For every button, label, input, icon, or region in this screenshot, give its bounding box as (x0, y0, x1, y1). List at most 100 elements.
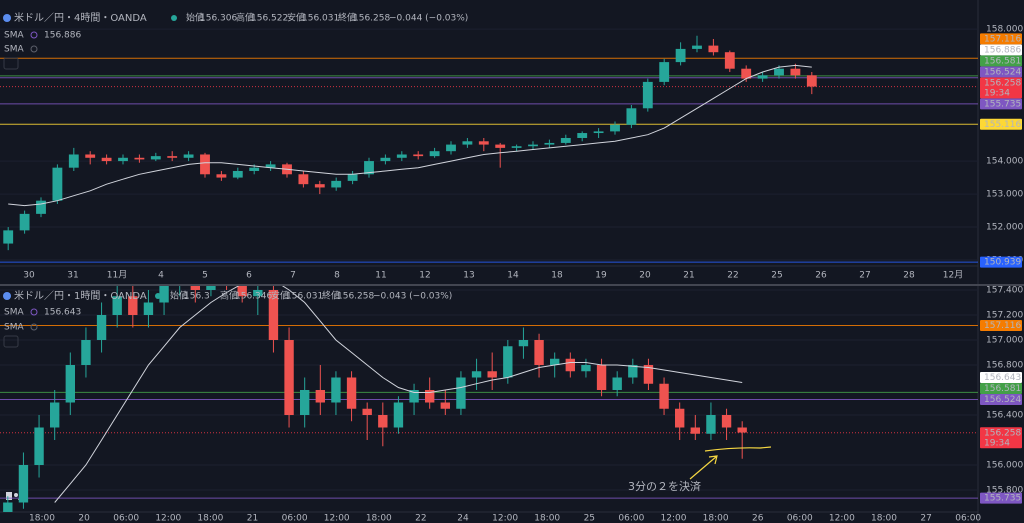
x-tick-label: 11 (375, 271, 386, 281)
y-tick-label: 153.000 (986, 190, 1023, 200)
y-tick-label: 158.000 (986, 25, 1023, 35)
price-label: 157.116 (984, 34, 1021, 44)
candle-body (237, 286, 247, 297)
candle-body (593, 131, 604, 134)
candle-body (721, 415, 732, 428)
candle-body (393, 402, 404, 428)
x-tick-label: 25 (771, 271, 782, 281)
candle-body (128, 296, 138, 315)
price-label: 156.524 (984, 395, 1021, 405)
price-label-bg (980, 118, 1022, 130)
candle-body (249, 167, 260, 171)
candle-body (675, 408, 685, 428)
indicator-name: SMA (4, 308, 24, 318)
price-label: 156.524 (984, 67, 1021, 77)
candle-body (298, 174, 309, 185)
candle-body (790, 68, 801, 76)
candle-body (19, 213, 30, 231)
header-high: 156.346 (235, 292, 272, 302)
x-tick-label: 12:00 (155, 514, 181, 523)
candle-body (724, 52, 735, 69)
y-tick-label: 156.400 (986, 411, 1023, 421)
candle-body (690, 427, 700, 434)
candle-body (806, 75, 817, 87)
price-label-bg (980, 427, 1022, 449)
candle-body (675, 48, 686, 63)
header-low: 156.031 (286, 292, 323, 302)
candle-body (708, 45, 719, 53)
candle-body (610, 124, 620, 132)
header-open-label: 始値 (170, 290, 188, 302)
x-tick-label: 12:00 (829, 514, 855, 523)
candle-body (596, 365, 607, 390)
y-tick-label: 157.000 (986, 336, 1023, 346)
candle-body (560, 137, 571, 143)
candle-body (692, 45, 702, 49)
candle-body (118, 157, 128, 162)
candle-body (446, 144, 456, 152)
header-high-label: 高値 (236, 12, 254, 24)
x-tick-label: 21 (247, 514, 258, 523)
indicator-value: 156.643 (44, 308, 81, 318)
x-tick-label: 4 (158, 271, 164, 281)
plot-area (0, 35, 978, 263)
candle-body (65, 365, 75, 403)
y-tick-label: 156.000 (986, 461, 1023, 471)
candle-body (378, 415, 388, 428)
candle-body (143, 302, 154, 315)
candle-body (331, 377, 341, 403)
candle-body (265, 164, 276, 168)
x-tick-label: 06:00 (955, 514, 981, 523)
candle-body (518, 340, 529, 347)
header-close-label: 終値 (322, 290, 340, 302)
x-tick-label: 30 (23, 271, 35, 281)
candle-body (300, 390, 310, 415)
hidden-indicator-name: SMA (4, 45, 24, 55)
candle-body (643, 365, 654, 384)
header-open: 156.306 (200, 14, 237, 24)
countdown: 19:34 (984, 88, 1010, 98)
x-tick-label: 18:00 (29, 514, 55, 523)
x-tick-label: 18:00 (197, 514, 223, 523)
annotation-arrow (689, 455, 718, 480)
header-low-label: 安値 (287, 12, 305, 24)
candle-body (81, 340, 91, 365)
status-dot (171, 15, 177, 21)
header-open-label: 始値 (186, 12, 204, 24)
candle-body (314, 184, 325, 188)
candle-body (440, 402, 450, 409)
candle-body (50, 402, 60, 428)
candle-body (471, 371, 482, 378)
candle-body (462, 141, 473, 145)
indicator-icon (30, 31, 38, 39)
price-label-bg (980, 55, 1022, 67)
candle-body (528, 144, 538, 147)
candle-body (200, 154, 210, 175)
header-change: −0.043 (−0.03%) (373, 292, 452, 302)
price-label: 150.939 (984, 258, 1021, 268)
x-tick-label: 20 (78, 514, 90, 523)
x-tick-label: 5 (202, 271, 208, 281)
y-tick-label: 156.800 (986, 361, 1023, 371)
x-tick-label: 18:00 (366, 514, 392, 523)
x-tick-label: 12:00 (661, 514, 687, 523)
candle-body (206, 286, 216, 290)
sma-line (8, 64, 812, 207)
candle-body (706, 415, 716, 434)
x-tick-label: 06:00 (618, 514, 644, 523)
x-tick-label: 20 (639, 271, 651, 281)
candle-body (534, 340, 544, 365)
collapse-button (3, 57, 19, 70)
indicator-value: 156.886 (44, 31, 81, 41)
price-label: 157.116 (984, 321, 1021, 331)
candle-body (183, 154, 194, 158)
price-label-bg (980, 66, 1022, 78)
header-low-label: 安値 (271, 290, 289, 302)
candle-body (429, 151, 440, 157)
header-close: 156.258 (353, 14, 390, 24)
price-label: 156.258 (984, 78, 1021, 88)
candle-body (68, 154, 79, 168)
x-tick-label: 18:00 (534, 514, 560, 523)
x-tick-label: 7 (290, 271, 296, 281)
